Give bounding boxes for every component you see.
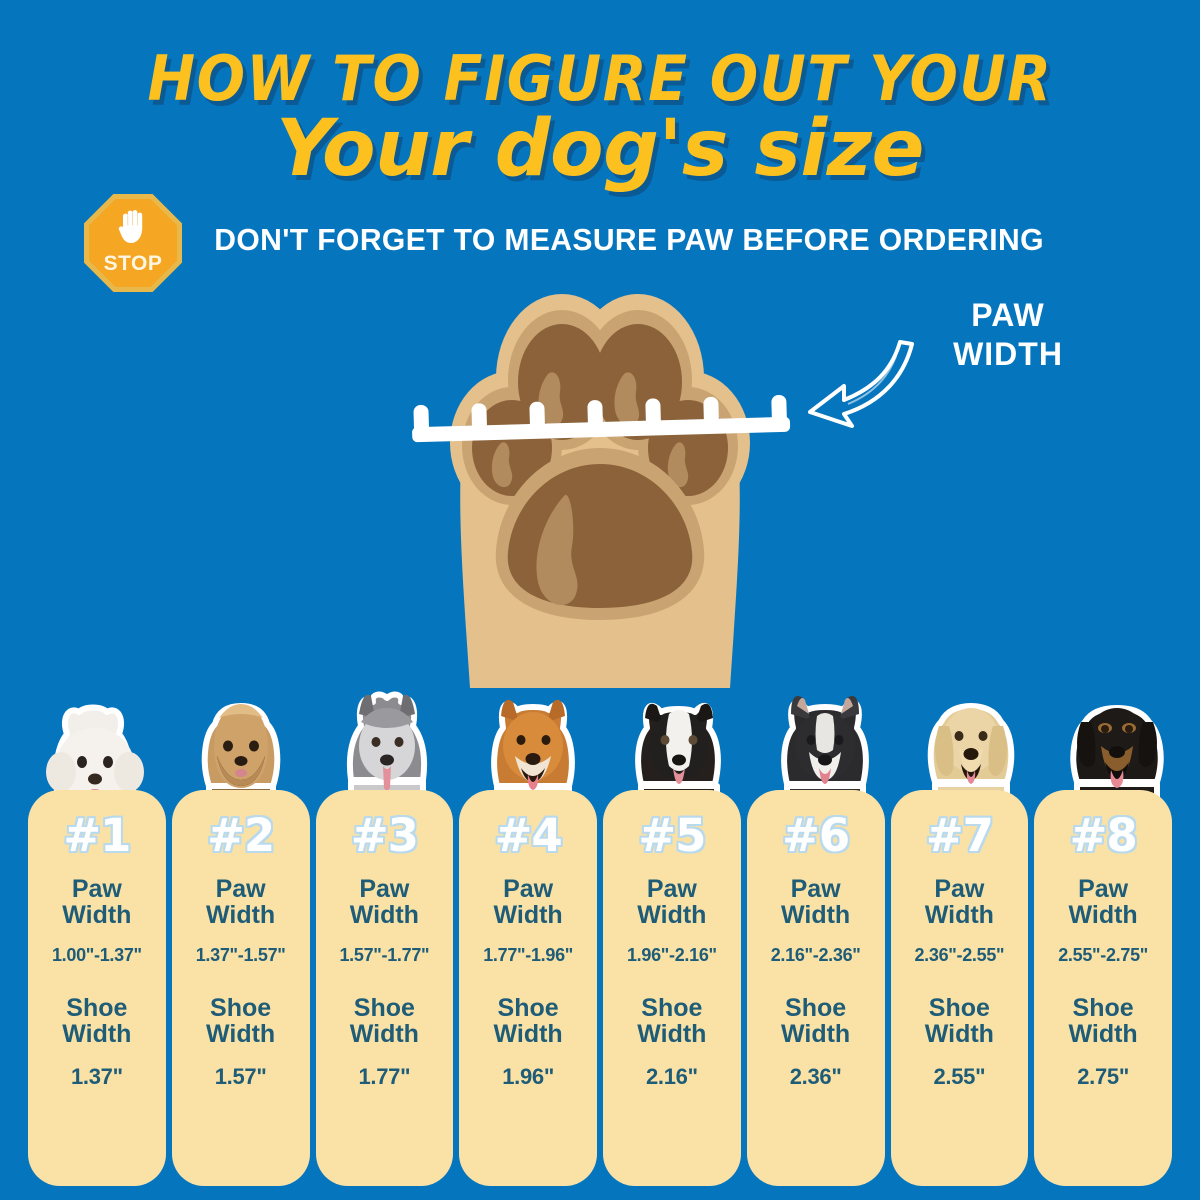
paw-width-label: Paw Width (1068, 875, 1138, 929)
paw-width-label: Paw Width (637, 875, 707, 929)
paw-width-label: Paw Width (781, 875, 851, 929)
shoe-width-label: Shoe Width (1068, 993, 1138, 1048)
shoe-width-value: 1.96" (502, 1064, 554, 1090)
size-chart-cards: #1 Paw Width 1.00"-1.37" Shoe Width 1.37… (0, 790, 1200, 1186)
size-card-number: #8 (1069, 809, 1138, 862)
size-card-1[interactable]: #1 Paw Width 1.00"-1.37" Shoe Width 1.37… (28, 790, 166, 1186)
paw-width-label: Paw Width (493, 875, 563, 929)
size-card-3[interactable]: #3 Paw Width 1.57"-1.77" Shoe Width 1.77… (315, 790, 454, 1186)
shoe-width-label-line2: Width (349, 1019, 419, 1048)
shoe-width-label-line2: Width (62, 1019, 132, 1048)
size-card-5[interactable]: #5 Paw Width 1.96"-2.16" Shoe Width 2.16… (603, 790, 741, 1186)
paw-width-callout-line1: PAW (971, 297, 1045, 333)
shoe-width-label-line1: Shoe (785, 993, 847, 1022)
paw-width-label-line2: Width (349, 901, 419, 929)
shoe-width-value: 2.55" (933, 1064, 986, 1090)
size-card-number: #4 (494, 809, 563, 862)
dog-photo-4 (460, 650, 606, 850)
paw-width-label-line1: Paw (934, 875, 985, 904)
size-card-6[interactable]: #6 Paw Width 2.16"-2.36" Shoe Width 2.36… (746, 790, 885, 1186)
ruler-icon (412, 395, 791, 443)
dog-gray-scruffy-icon (347, 691, 427, 850)
shoe-width-label-line2: Width (493, 1019, 563, 1048)
shoe-width-label-line1: Shoe (353, 993, 415, 1022)
stop-label: STOP (103, 252, 163, 275)
paw-width-label-line1: Paw (503, 875, 554, 904)
shoe-width-value: 2.16" (646, 1064, 698, 1090)
paw-width-callout: PAW WIDTH (898, 296, 1118, 374)
hand-icon (118, 210, 143, 243)
shoe-width-value: 2.36" (789, 1064, 842, 1090)
paw-width-value: 2.16"-2.36" (770, 944, 861, 965)
paw-width-callout-line2: WIDTH (953, 336, 1063, 373)
paw-width-label-line1: Paw (790, 875, 841, 904)
size-card-number: #2 (207, 809, 275, 862)
shoe-width-label-line2: Width (924, 1019, 994, 1048)
stop-sign-badge: STOP (84, 194, 182, 292)
dog-photo-3 (314, 650, 460, 850)
paw-width-value: 1.00"-1.37" (51, 944, 142, 965)
size-card-number: #6 (782, 809, 850, 862)
size-card-number: #1 (63, 809, 131, 862)
page-title-line1: HOW TO FIGURE OUT YOUR (147, 42, 1053, 115)
paw-width-label-line1: Paw (1078, 875, 1129, 904)
paw-width-label: Paw Width (62, 875, 132, 929)
page-title-line2: Your dog's size (276, 104, 924, 194)
shoe-width-label-line2: Width (1068, 1019, 1138, 1048)
shoe-width-label-line1: Shoe (497, 993, 559, 1022)
shoe-width-label: Shoe Width (637, 993, 707, 1048)
paw-width-label-line2: Width (493, 901, 563, 929)
shoe-width-label-line1: Shoe (1072, 993, 1134, 1022)
dog-paw-icon (450, 294, 750, 688)
paw-width-label-line2: Width (1068, 901, 1138, 929)
size-card-number: #5 (638, 809, 706, 862)
size-card-7[interactable]: #7 Paw Width 2.36"-2.55" Shoe Width 2.55… (890, 790, 1029, 1186)
shoe-width-label-line2: Width (206, 1019, 276, 1048)
paw-width-label-line1: Paw (215, 875, 266, 904)
shoe-width-label: Shoe Width (349, 993, 419, 1048)
page-subtitle: DON'T FORGET TO MEASURE PAW BEFORE ORDER… (214, 222, 1044, 257)
shoe-width-label-line1: Shoe (641, 993, 703, 1022)
paw-width-value: 1.37"-1.57" (195, 944, 286, 965)
shoe-width-label-line2: Width (637, 1019, 707, 1048)
paw-width-label-line2: Width (781, 901, 851, 929)
size-card-2[interactable]: #2 Paw Width 1.37"-1.57" Shoe Width 1.57… (171, 790, 310, 1186)
paw-width-value: 2.55"-2.75" (1058, 944, 1149, 965)
shoe-width-value: 1.57" (214, 1064, 267, 1090)
shoe-width-label-line1: Shoe (210, 993, 272, 1022)
size-card-8[interactable]: #8 Paw Width 2.55"-2.75" Shoe Width 2.75… (1034, 790, 1172, 1186)
shoe-width-label: Shoe Width (62, 993, 132, 1048)
shoe-width-value: 1.77" (358, 1064, 411, 1090)
paw-width-label: Paw Width (349, 875, 419, 929)
shoe-width-label-line1: Shoe (66, 993, 128, 1022)
paw-width-label: Paw Width (924, 875, 994, 929)
dog-paw-illustration (404, 268, 796, 688)
paw-width-label-line2: Width (924, 901, 994, 929)
shoe-width-label: Shoe Width (493, 993, 563, 1048)
paw-width-value: 1.77"-1.96" (483, 944, 574, 965)
dog-shiba-bowtie-icon (491, 699, 575, 850)
paw-width-label-line1: Paw (646, 875, 697, 904)
paw-width-label-line2: Width (62, 901, 132, 929)
size-card-4[interactable]: #4 Paw Width 1.77"-1.96" Shoe Width 1.96… (459, 790, 597, 1186)
paw-width-value: 1.57"-1.77" (339, 944, 430, 965)
size-card-number: #7 (925, 809, 994, 862)
shoe-width-label-line1: Shoe (928, 993, 990, 1022)
shoe-width-label: Shoe Width (924, 993, 994, 1048)
paw-width-value: 1.96"-2.16" (626, 944, 717, 965)
shoe-width-value: 1.37" (71, 1064, 123, 1090)
paw-width-label-line1: Paw (359, 875, 410, 904)
paw-width-label-line2: Width (206, 901, 276, 929)
paw-width-label-line1: Paw (71, 875, 122, 904)
paw-width-label-line2: Width (637, 901, 707, 929)
shoe-width-label-line2: Width (781, 1019, 851, 1048)
size-card-number: #3 (350, 809, 419, 862)
shoe-width-value: 2.75" (1077, 1064, 1129, 1090)
shoe-width-label: Shoe Width (206, 993, 276, 1048)
paw-width-label: Paw Width (206, 875, 276, 929)
curved-arrow-icon (808, 340, 914, 428)
shoe-width-label: Shoe Width (781, 993, 851, 1048)
paw-width-value: 2.36"-2.55" (914, 944, 1005, 965)
